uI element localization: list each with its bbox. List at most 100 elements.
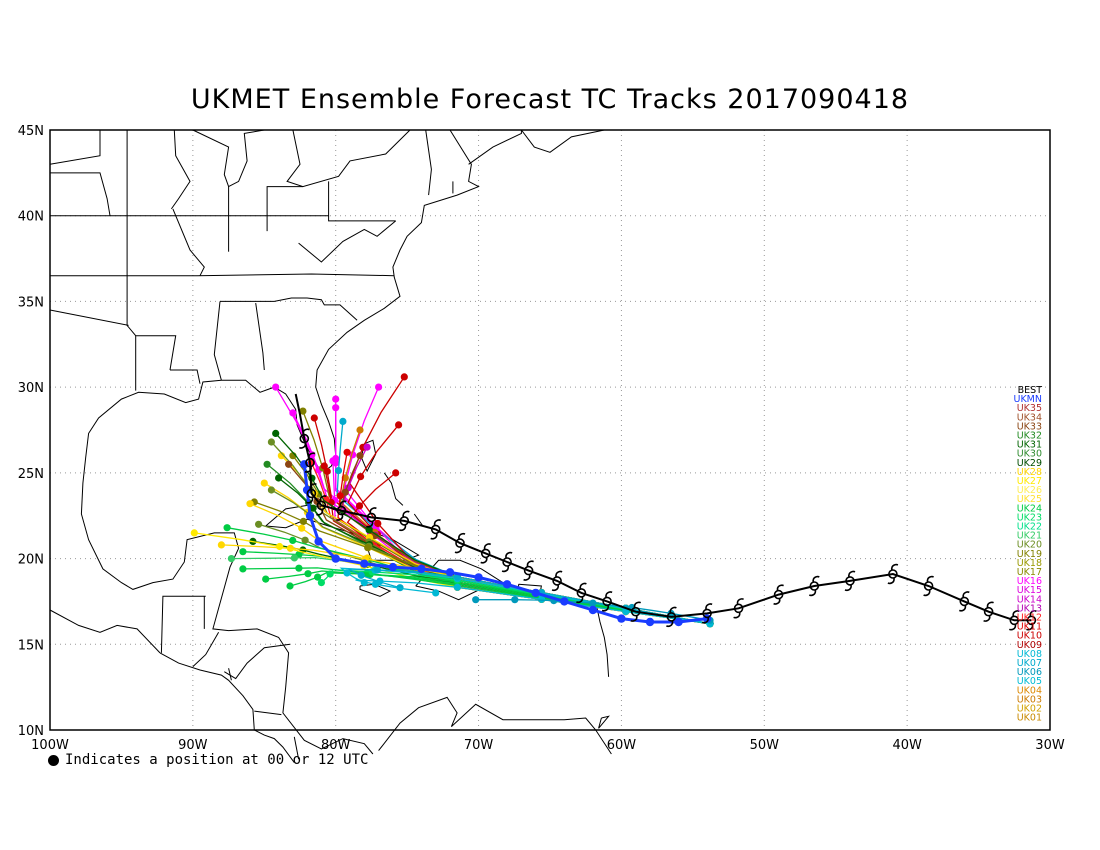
hurricane-symbol-ring [773,589,784,600]
ukmn-position-dot [388,562,398,572]
ensemble-track-line [337,452,711,625]
ensemble-position-dot [356,452,364,460]
hurricane-symbol-arm [812,575,820,583]
hurricane-symbol-arm [555,570,563,578]
hurricane-symbol-ring [923,581,934,591]
ensemble-position-dot [326,570,334,578]
ensemble-position-dot [276,542,284,551]
hurricane-symbol-ring [552,576,562,586]
hurricane-symbol-arm [733,612,741,619]
ensemble-position-dot [299,517,307,526]
coastline-segment [135,335,177,371]
coastline-segment [170,129,191,210]
hurricane-symbol-icon [601,591,613,612]
hurricane-symbol-arm [402,510,410,518]
ukmn-position-dot [331,554,340,563]
coastline-segment [192,632,220,667]
ensemble-track-line [339,455,711,625]
ukmn-position-dot [531,588,540,598]
hurricane-symbol-arm [526,560,534,567]
hurricane-symbol-ring [666,612,677,622]
coastline-segment [50,172,111,216]
hurricane-symbol-icon [551,570,563,592]
coastline-segment [286,129,411,188]
ensemble-position-dot [375,383,383,391]
ensemble-position-dot [339,417,347,425]
legend-entry-label: UK21 [1017,531,1042,542]
ensemble-position-dot [304,570,312,578]
hurricane-symbol-ring [602,596,612,607]
hurricane-symbol-icon [983,601,994,622]
legend-entry-label: UK19 [1017,549,1042,560]
ensemble-position-dot [400,373,408,381]
ukmn-position-dot [560,597,569,606]
ensemble-position-dot [227,555,235,563]
hurricane-symbol-arm [605,591,613,598]
coastline-segment [328,215,396,222]
hurricane-symbol-icon [576,582,587,604]
legend-entry-label: UK11 [1017,622,1042,633]
ensemble-position-dot [472,596,480,604]
hurricane-symbol-arm [369,507,377,514]
ensemble-position-dot [267,438,275,446]
hurricane-symbol-ring [305,457,315,468]
ukmn-position-dot [305,511,315,520]
chart-title: UKMET Ensemble Forecast TC Tracks 201709… [190,84,910,115]
ensemble-position-dot [364,544,372,552]
hurricane-symbol-arm [551,584,560,592]
ensemble-position-dot [299,407,307,415]
coastline-segment [49,309,129,326]
ensemble-position-dot [255,520,263,528]
ukmn-position-dot [617,614,626,623]
ensemble-position-dot [357,571,365,579]
legend-entry-label: UK31 [1017,440,1042,451]
legend-entry-label: UK26 [1017,485,1042,496]
legend-entry-label: UK22 [1017,522,1042,533]
hurricane-symbol-icon [844,570,856,592]
hurricane-symbol-arm [501,565,510,573]
coastline-segment [596,608,610,677]
ensemble-position-dot [314,573,322,581]
y-tick-label: 30N [18,381,44,396]
hurricane-symbol-icon [501,551,513,573]
hurricane-symbol-ring [733,603,744,614]
hurricane-symbol-arm [701,617,710,624]
legend-entry-label: UK06 [1017,667,1042,678]
coastline-segment [126,130,137,391]
hurricane-symbol-arm [958,605,967,612]
ukmn-position-dot [502,580,512,589]
legend-entry-label: UK30 [1017,449,1042,460]
legend-entry-label: UK33 [1017,421,1042,432]
hurricane-symbol-arm [986,601,994,608]
ukmn-track-line [302,464,708,624]
legend: BESTUKMNUK35UK34UK33UK32UK31UK30UK29UK28… [1014,385,1043,724]
ensemble-position-dot [298,524,306,532]
legend-entry-label: UK09 [1017,640,1042,651]
ensemble-position-dot [275,474,283,482]
ensemble-position-dot [290,554,298,562]
hurricane-symbol-icon [666,606,677,628]
hurricane-symbol-arm [630,615,638,622]
ensemble-position-dot [365,526,373,534]
hurricane-symbol-arm [523,574,531,581]
hurricane-symbol-ring [630,606,641,617]
coastline-segment [50,273,395,277]
ensemble-position-dot [453,583,461,591]
legend-entry-label: BEST [1018,385,1043,396]
y-tick-label: 10N [18,724,44,739]
ensemble-position-dot [239,548,247,556]
ensemble-position-dot [357,473,365,481]
coastline-segment [192,129,265,188]
legend-entry-label: UK28 [1017,467,1042,478]
legend-entry-label: UK14 [1017,594,1042,605]
hurricane-symbol-icon [430,519,442,540]
ensemble-position-dot [295,564,303,572]
ukmn-position-dot [588,605,598,615]
y-axis-labels: 10N 15N 20N 25N 30N 35N 40N 45N [18,124,44,739]
ensemble-tracks [190,373,714,628]
hurricane-symbol-ring [316,500,327,511]
hurricane-symbol-arm [398,524,407,532]
legend-entry-label: UK25 [1017,494,1042,505]
hurricane-symbol-icon [733,598,744,619]
